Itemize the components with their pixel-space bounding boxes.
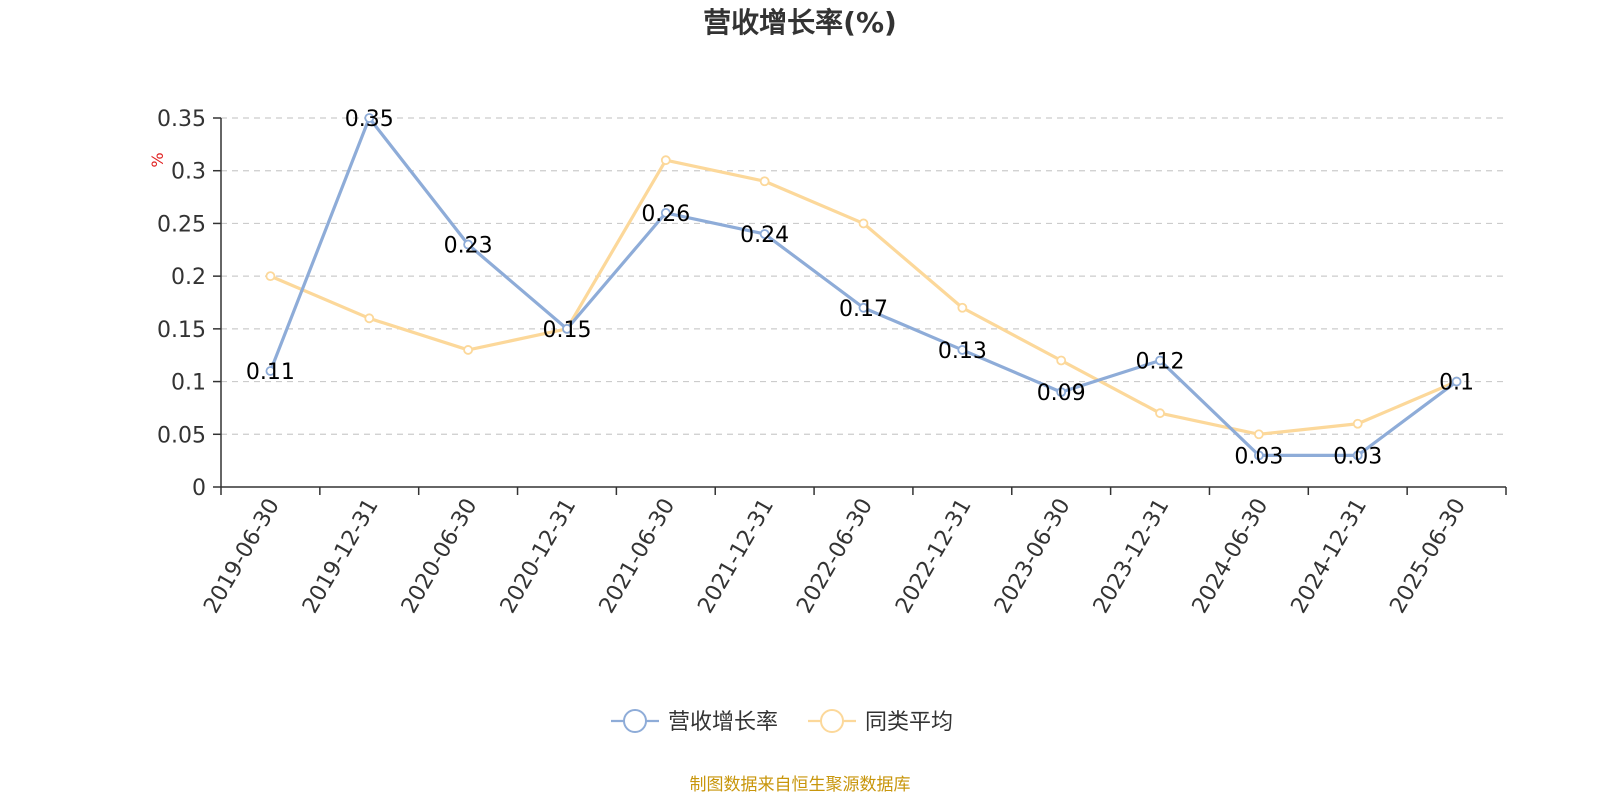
data-point [562, 323, 572, 334]
x-tick-label: 2019-12-31 [298, 495, 384, 618]
x-tick-label: 2025-06-30 [1385, 495, 1471, 618]
data-point [265, 366, 276, 376]
data-point [858, 218, 869, 229]
chart-title: 营收增长率(%) [703, 6, 897, 39]
y-tick-label: 0.05 [157, 423, 206, 448]
y-tick-label: 0.1 [171, 371, 206, 396]
data-point [660, 207, 671, 218]
x-tick-label: 2024-12-31 [1287, 495, 1373, 618]
x-tick-label: 2023-06-30 [990, 495, 1076, 618]
data-point [1253, 450, 1264, 461]
data-label: 0.17 [839, 297, 888, 322]
data-point [1253, 429, 1264, 440]
x-tick-label: 2020-06-30 [397, 494, 483, 617]
data-label: 0.26 [641, 202, 690, 227]
data-point [364, 113, 375, 123]
data-label: 0.23 [444, 234, 493, 259]
data-point [364, 313, 375, 324]
data-label: 0.24 [740, 223, 789, 248]
legend-item-main[interactable]: 营收增长率 [611, 709, 778, 735]
data-point [759, 176, 770, 187]
data-point [463, 345, 474, 355]
x-tick-label: 2020-12-31 [496, 495, 582, 618]
legend-circle-icon [820, 709, 844, 733]
y-tick-label: 0.35 [157, 107, 206, 132]
data-point [1352, 450, 1363, 461]
data-point [1155, 355, 1165, 366]
data-label: 0.09 [1037, 381, 1086, 406]
x-tick-label: 2023-12-31 [1089, 495, 1175, 618]
y-tick-label: 0.15 [157, 318, 206, 343]
legend-item-average[interactable]: 同类平均 [808, 709, 953, 735]
data-point [1056, 355, 1067, 366]
data-labels: 0.11 0.35 0.23 0.15 0.26 0.24 0.17 0.13 0.09 0.12… [246, 107, 1474, 469]
data-point [1352, 418, 1363, 429]
data-point [463, 239, 474, 250]
data-point [1155, 408, 1165, 419]
y-tick-label: 0.25 [157, 212, 206, 237]
legend-circle-icon [623, 709, 647, 733]
data-point [660, 155, 671, 166]
grid-lines [221, 117, 1506, 435]
y-axis-unit-label: % [148, 152, 167, 167]
x-tick-label: 2019-06-30 [199, 495, 285, 618]
data-label: 0.11 [246, 360, 295, 385]
data-label: 0.1 [1439, 371, 1474, 396]
source-note: 制图数据来自恒生聚源数据库 [690, 775, 911, 795]
data-point [957, 345, 968, 355]
series-layer [265, 113, 1462, 461]
y-tick-label: 0.2 [171, 265, 206, 290]
y-tick-label: 0.3 [171, 160, 206, 185]
data-point [1451, 376, 1462, 387]
legend-label: 同类平均 [865, 710, 953, 735]
legend-label: 营收增长率 [668, 710, 778, 735]
data-label: 0.12 [1136, 349, 1185, 374]
x-tick-label: 2021-12-31 [693, 495, 779, 618]
x-tick-label: 2021-06-30 [595, 495, 681, 618]
x-tick-label: 2024-06-30 [1188, 495, 1274, 618]
x-tick-label: 2022-12-31 [891, 495, 977, 618]
data-point [957, 302, 968, 313]
data-point [1056, 387, 1067, 398]
data-label: 0.13 [938, 339, 987, 364]
data-point [759, 229, 770, 239]
data-label: 0.03 [1234, 444, 1283, 469]
data-label: 0.03 [1333, 444, 1382, 469]
axes: 0 0.05 0.1 0.15 0.2 0.25 0.3 0.35 2019-06-30 2019… [157, 107, 1507, 618]
data-point [265, 271, 276, 282]
data-label: 0.35 [345, 107, 394, 132]
x-tick-label: 2022-06-30 [792, 495, 878, 618]
y-tick-label: 0 [192, 476, 206, 501]
data-point [858, 302, 869, 313]
series-line-main [268, 116, 1458, 457]
legend[interactable]: 营收增长率 同类平均 [611, 709, 953, 735]
data-label: 0.15 [542, 318, 591, 343]
